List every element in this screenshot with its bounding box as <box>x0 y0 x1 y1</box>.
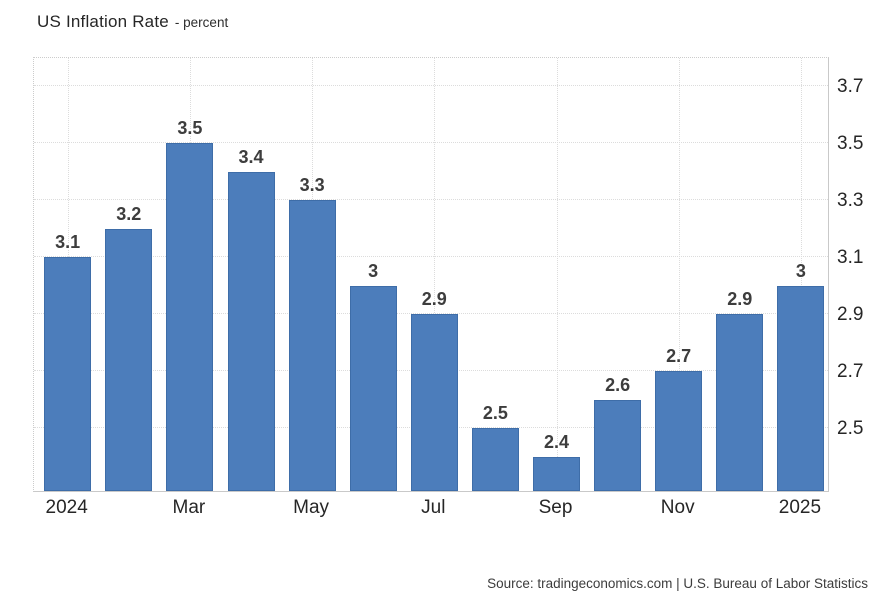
bar-value-label: 2.6 <box>605 374 631 395</box>
bar-feb-2024[interactable] <box>105 228 153 491</box>
y-axis-tick-label: 2.5 <box>837 418 864 440</box>
bar-value-label: 2.4 <box>543 431 570 452</box>
bar-jan-2025[interactable] <box>777 285 825 491</box>
bar-jan-2024[interactable] <box>44 257 92 491</box>
y-axis-tick-label: 3.3 <box>837 190 864 212</box>
y-axis-tick-label: 3.5 <box>837 133 864 154</box>
gridline-horizontal <box>34 199 828 201</box>
bar-value-label: 3.3 <box>299 175 325 196</box>
x-axis-tick-label: May <box>293 497 330 518</box>
bar-aug-2024[interactable] <box>471 428 519 491</box>
y-axis-tick-label: 3.7 <box>837 75 864 97</box>
bar-value-label: 2.9 <box>421 289 447 310</box>
bar-may-2024[interactable] <box>288 200 336 491</box>
bar-value-label: 3 <box>368 260 379 281</box>
x-axis-tick-label: Sep <box>538 497 573 518</box>
bar-value-label: 2.7 <box>666 346 692 367</box>
gridline-horizontal <box>34 313 828 315</box>
bar-jul-2024[interactable] <box>410 314 458 491</box>
bar-nov-2024[interactable] <box>655 371 703 491</box>
gridline-vertical <box>434 58 436 491</box>
x-axis-tick-label: 2024 <box>45 497 88 518</box>
x-axis-tick-label: Mar <box>172 497 206 518</box>
chart-title-text: US Inflation Rate <box>37 12 169 31</box>
bar-value-label: 3.4 <box>238 146 264 167</box>
bar-value-label: 3 <box>795 260 806 281</box>
gridline-vertical <box>800 58 802 491</box>
bar-apr-2024[interactable] <box>227 171 275 491</box>
bar-oct-2024[interactable] <box>594 399 642 491</box>
x-axis-tick-label: Jul <box>421 497 446 518</box>
bar-mar-2024[interactable] <box>166 143 214 491</box>
gridline-horizontal <box>34 84 828 86</box>
bar-chart-plot-area: 3.1 3.2 3.5 3.4 3.3 3 2.9 2.5 2.4 2.6 2.7 2.9 3 <box>33 57 829 492</box>
x-axis-tick-label: Nov <box>660 497 695 518</box>
x-axis-tick-label: 2025 <box>778 497 822 518</box>
bar-value-label: 2.5 <box>482 403 508 424</box>
chart-title: US Inflation Rate - percent <box>37 12 228 32</box>
gridline-horizontal <box>34 142 828 143</box>
gridline-vertical <box>556 58 558 491</box>
y-axis-tick-label: 3.1 <box>837 247 864 269</box>
bar-dec-2024[interactable] <box>716 314 764 491</box>
bar-value-label: 3.1 <box>55 232 81 253</box>
bar-sep-2024[interactable] <box>533 456 580 491</box>
gridline-vertical <box>678 58 680 491</box>
y-axis-tick-label: 2.7 <box>837 361 864 383</box>
gridline-horizontal <box>34 256 828 258</box>
bar-value-label: 3.2 <box>116 203 142 224</box>
source-attribution: Source: tradingeconomics.com | U.S. Bure… <box>487 576 868 591</box>
bar-value-label: 3.5 <box>177 118 203 138</box>
y-axis-tick-label: 2.9 <box>837 304 864 326</box>
chart-title-unit: - percent <box>174 15 229 30</box>
bar-value-label: 2.9 <box>727 289 753 310</box>
bar-jun-2024[interactable] <box>349 285 397 491</box>
